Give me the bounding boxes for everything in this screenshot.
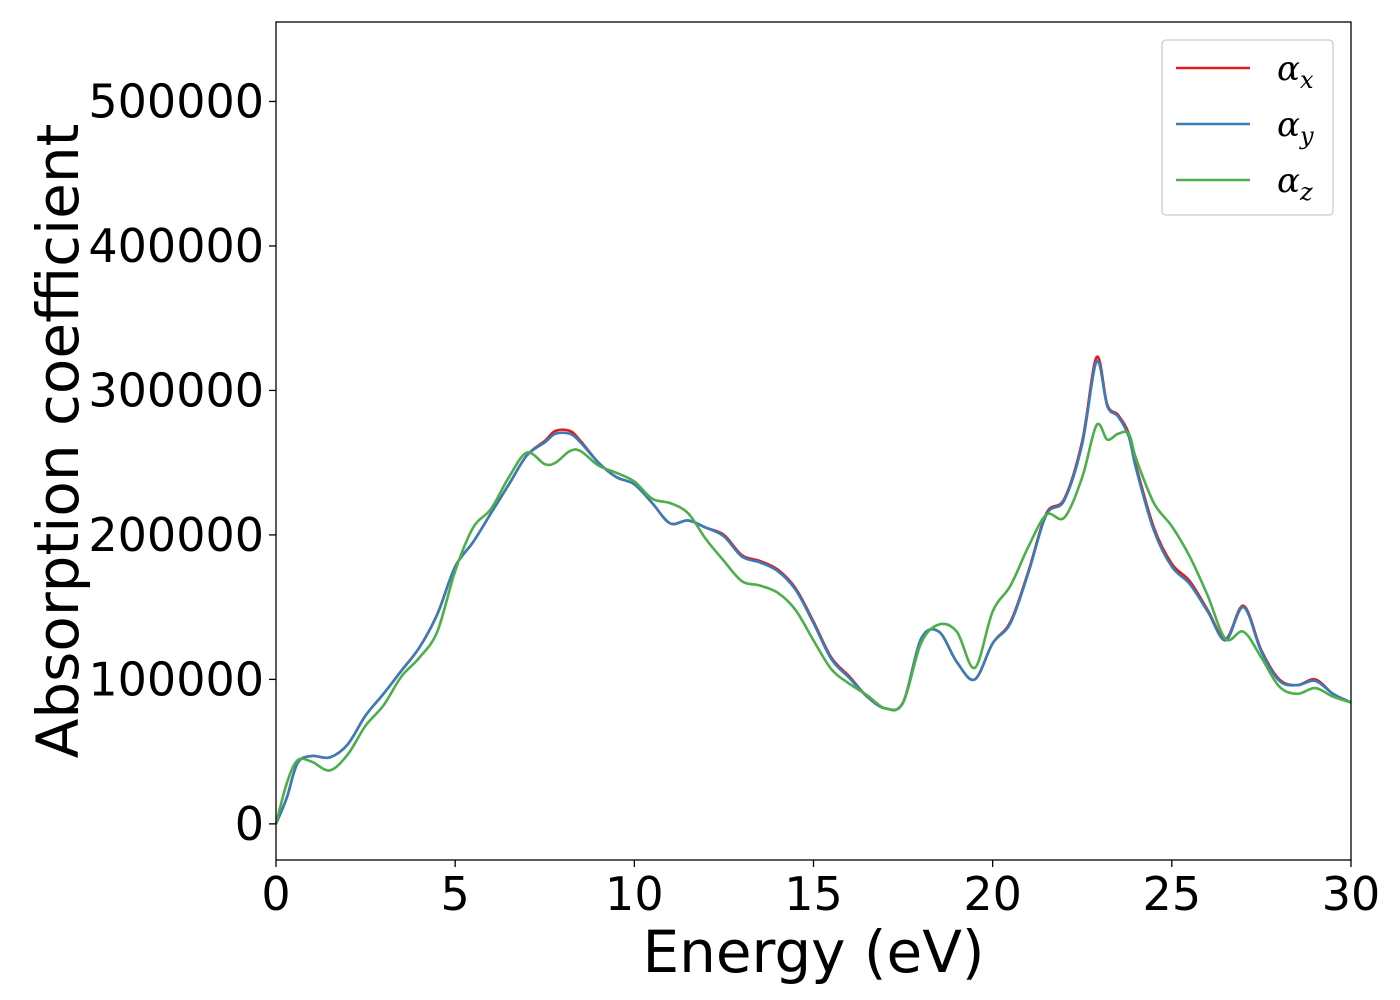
series-line-x <box>274 355 1352 825</box>
y-tick-label: 100000 <box>88 652 264 706</box>
x-axis-ticks: 0 5 10 15 20 25 30 <box>261 860 1380 921</box>
legend: αx αy αz <box>1161 39 1334 216</box>
x-tick-label: 10 <box>605 867 664 921</box>
legend-label-z: αz <box>1277 161 1313 206</box>
x-tick-label: 15 <box>784 867 843 921</box>
x-tick-label: 30 <box>1322 867 1381 921</box>
legend-label-y: αy <box>1277 105 1314 150</box>
y-tick-label: 0 <box>235 797 264 851</box>
legend-box <box>1161 39 1334 216</box>
y-axis-ticks: 0 100000 200000 300000 400000 500000 <box>88 74 276 851</box>
x-tick-label: 20 <box>963 867 1022 921</box>
x-tick-label: 5 <box>441 867 470 921</box>
series-line-y <box>274 359 1352 825</box>
series-layer <box>274 355 1352 825</box>
y-axis-label: Absorption coefficient <box>24 124 92 759</box>
y-tick-label: 400000 <box>88 219 264 273</box>
y-tick-label: 200000 <box>88 508 264 562</box>
x-tick-label: 0 <box>261 867 290 921</box>
y-tick-label: 500000 <box>88 74 264 128</box>
series-line-z <box>274 422 1352 825</box>
y-tick-label: 300000 <box>88 363 264 417</box>
x-axis-label: Energy (eV) <box>642 918 984 986</box>
legend-label-x: αx <box>1277 49 1314 94</box>
x-tick-label: 25 <box>1143 867 1202 921</box>
